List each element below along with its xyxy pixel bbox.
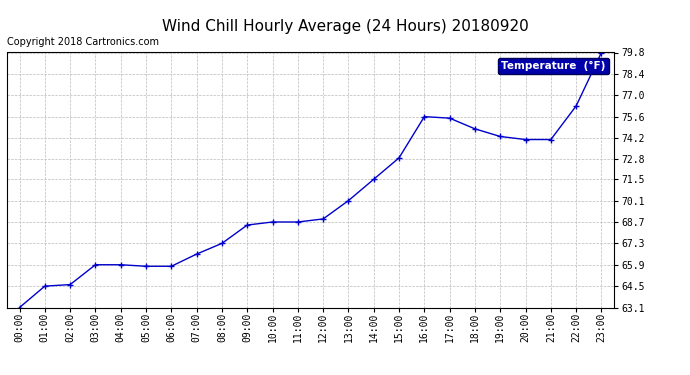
Temperature  (°F) xyxy=(193,252,201,256)
Temperature  (°F) xyxy=(420,114,428,119)
Temperature  (°F) xyxy=(496,134,504,139)
Temperature  (°F) xyxy=(218,241,226,246)
Temperature  (°F) xyxy=(268,220,277,224)
Temperature  (°F) xyxy=(142,264,150,268)
Temperature  (°F) xyxy=(167,264,175,268)
Temperature  (°F) xyxy=(522,137,530,142)
Temperature  (°F) xyxy=(117,262,125,267)
Temperature  (°F) xyxy=(546,137,555,142)
Temperature  (°F) xyxy=(91,262,99,267)
Temperature  (°F) xyxy=(395,156,403,160)
Temperature  (°F) xyxy=(294,220,302,224)
Text: Copyright 2018 Cartronics.com: Copyright 2018 Cartronics.com xyxy=(7,38,159,47)
Temperature  (°F) xyxy=(471,127,479,131)
Temperature  (°F) xyxy=(370,177,378,182)
Temperature  (°F) xyxy=(572,104,580,108)
Temperature  (°F) xyxy=(598,50,606,55)
Temperature  (°F) xyxy=(319,217,327,221)
Temperature  (°F) xyxy=(243,223,251,227)
Text: Wind Chill Hourly Average (24 Hours) 20180920: Wind Chill Hourly Average (24 Hours) 201… xyxy=(161,19,529,34)
Line: Temperature  (°F): Temperature (°F) xyxy=(17,50,604,310)
Temperature  (°F) xyxy=(41,284,49,288)
Legend: Temperature  (°F): Temperature (°F) xyxy=(498,58,609,74)
Temperature  (°F) xyxy=(15,305,23,310)
Temperature  (°F) xyxy=(344,198,353,203)
Temperature  (°F) xyxy=(446,116,454,120)
Temperature  (°F) xyxy=(66,282,75,287)
